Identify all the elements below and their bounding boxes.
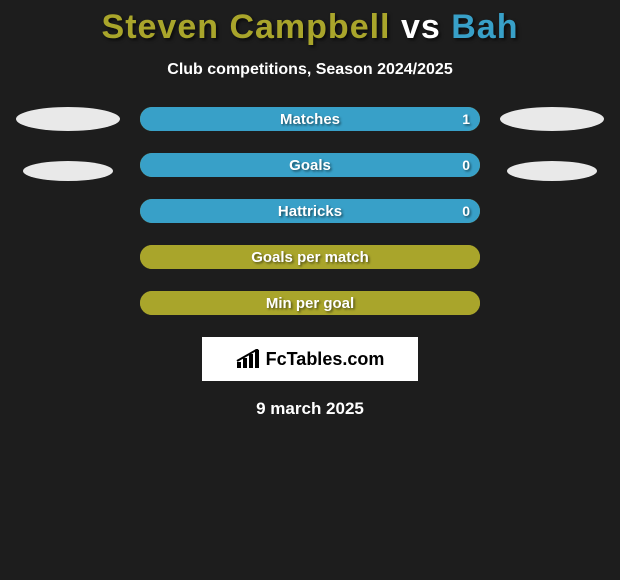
player-b-name: Bah (451, 8, 518, 46)
bar-value-b: 0 (462, 153, 470, 177)
date-text: 9 march 2025 (0, 399, 620, 419)
vs-text: vs (401, 8, 441, 46)
right-avatar-column (500, 107, 604, 181)
page-title: Steven Campbell vs Bah (0, 8, 620, 47)
stat-bars: Matches1Goals0Hattricks0Goals per matchM… (140, 107, 480, 315)
logo: FcTables.com (202, 337, 418, 381)
stat-row: Goals per match (140, 245, 480, 269)
bar-label: Min per goal (140, 291, 480, 315)
bar-value-b: 0 (462, 199, 470, 223)
left-avatar-column (16, 107, 120, 181)
bar-label: Goals per match (140, 245, 480, 269)
bar-label: Hattricks (140, 199, 480, 223)
player-a-name: Steven Campbell (102, 8, 391, 46)
bar-value-b: 1 (462, 107, 470, 131)
bar-label: Matches (140, 107, 480, 131)
logo-text: FcTables.com (266, 349, 385, 370)
avatar-placeholder (507, 161, 597, 181)
avatar-placeholder (23, 161, 113, 181)
stat-row: Matches1 (140, 107, 480, 131)
avatar-placeholder (500, 107, 604, 131)
stat-row: Hattricks0 (140, 199, 480, 223)
comparison-infographic: Steven Campbell vs Bah Club competitions… (0, 0, 620, 419)
stat-row: Min per goal (140, 291, 480, 315)
stat-row: Goals0 (140, 153, 480, 177)
subtitle: Club competitions, Season 2024/2025 (0, 61, 620, 79)
chart-bars-icon (236, 349, 262, 369)
bar-label: Goals (140, 153, 480, 177)
avatar-placeholder (16, 107, 120, 131)
stats-area: Matches1Goals0Hattricks0Goals per matchM… (0, 107, 620, 315)
